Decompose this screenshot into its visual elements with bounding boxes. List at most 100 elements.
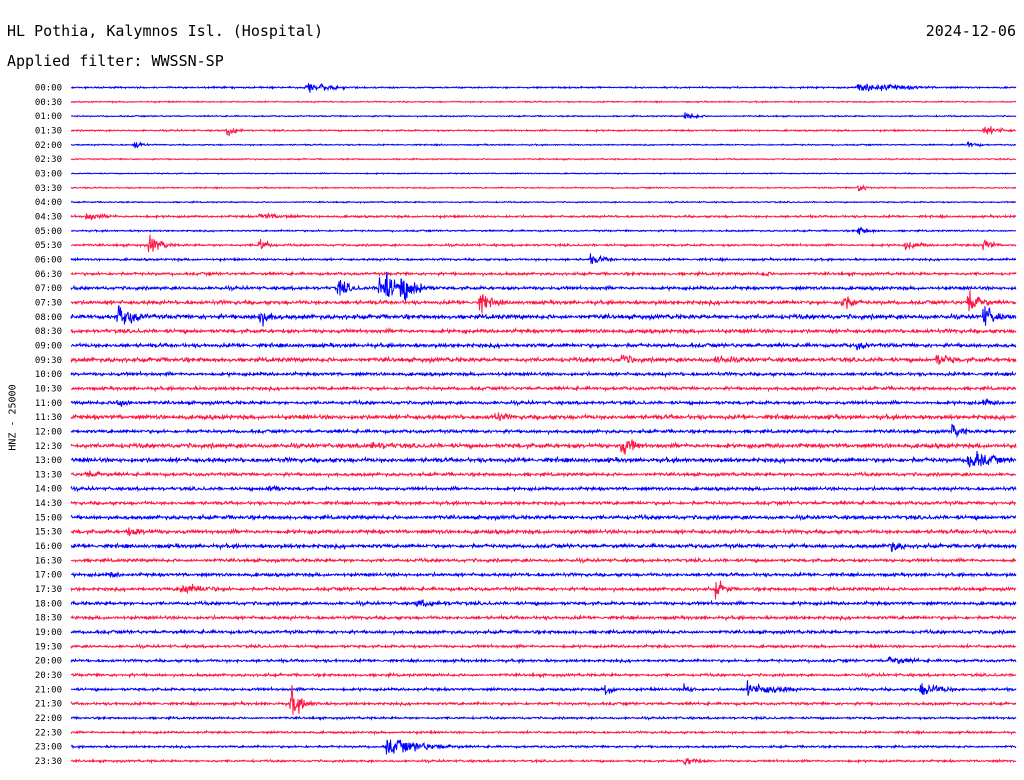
trace-row <box>70 200 1016 204</box>
row-time-label: 18:30 <box>35 614 62 624</box>
trace-row <box>70 423 1017 439</box>
row-time-label: 04:30 <box>35 212 62 222</box>
trace-row <box>70 270 1017 278</box>
trace-row <box>70 556 1017 565</box>
row-time-label: 15:30 <box>35 528 62 538</box>
trace-row <box>70 684 1017 715</box>
row-time-label: 02:30 <box>35 155 62 165</box>
row-time-label: 09:00 <box>35 341 62 351</box>
row-time-label: 05:30 <box>35 241 62 251</box>
trace-row <box>70 656 1017 665</box>
row-time-label: 10:00 <box>35 370 62 380</box>
trace-row <box>70 171 1017 176</box>
trace-row <box>70 112 1017 120</box>
row-time-label: 21:00 <box>35 685 62 695</box>
row-time-label: 16:00 <box>35 542 62 552</box>
row-time-label: 17:30 <box>35 585 62 595</box>
record-date: 2024-12-06 <box>925 22 1016 40</box>
trace-row <box>70 341 1017 351</box>
row-time-label: 05:00 <box>35 227 62 237</box>
row-time-label: 20:30 <box>35 671 62 681</box>
row-time-label: 17:00 <box>35 571 62 581</box>
trace-row <box>70 157 1017 162</box>
trace-row <box>70 680 1017 696</box>
trace-row <box>70 370 1017 379</box>
trace-row <box>70 714 1017 722</box>
row-time-label: 23:30 <box>35 757 62 767</box>
trace-row <box>70 642 1017 650</box>
row-time-label: 16:30 <box>35 556 62 566</box>
trace-row <box>70 140 1017 149</box>
trace-row <box>70 398 1017 407</box>
row-time-label: 21:30 <box>35 700 62 710</box>
row-time-label: 03:30 <box>35 184 62 194</box>
row-time-label: 13:30 <box>35 470 62 480</box>
row-time-label: 11:30 <box>35 413 62 423</box>
trace-row <box>70 184 1017 192</box>
trace-row <box>70 226 1017 235</box>
row-time-label: 10:30 <box>35 384 62 394</box>
row-time-label: 19:30 <box>35 642 62 652</box>
trace-row <box>71 234 1017 253</box>
row-time-label: 07:00 <box>35 284 62 294</box>
row-time-label: 22:30 <box>35 728 62 738</box>
row-time-label: 02:00 <box>35 141 62 151</box>
trace-row <box>70 354 1017 365</box>
row-time-label: 15:00 <box>35 513 62 523</box>
row-time-label: 13:00 <box>35 456 62 466</box>
trace-row <box>70 99 1017 104</box>
row-time-label: 14:00 <box>35 485 62 495</box>
trace-row <box>70 729 1017 736</box>
row-time-label: 06:00 <box>35 255 62 265</box>
row-time-label: 11:00 <box>35 399 62 409</box>
row-time-label: 09:30 <box>35 356 62 366</box>
trace-row <box>70 628 1017 637</box>
trace-row <box>70 484 1017 493</box>
trace-row <box>70 271 1017 303</box>
row-time-label: 20:00 <box>35 657 62 667</box>
trace-row <box>70 570 1017 579</box>
row-time-label: 08:00 <box>35 313 62 323</box>
row-time-label: 12:00 <box>35 427 62 437</box>
trace-row <box>70 126 1017 137</box>
row-time-label: 07:30 <box>35 298 62 308</box>
trace-row <box>70 513 1017 522</box>
trace-row <box>70 289 1017 314</box>
row-time-label: 00:30 <box>35 98 62 108</box>
trace-row <box>70 439 1017 455</box>
trace-row <box>70 599 1017 608</box>
trace-row <box>71 384 1017 393</box>
trace-row <box>70 757 1017 766</box>
trace-row <box>70 499 1017 507</box>
filter-label: Applied filter: WWSSN-SP <box>7 52 224 70</box>
trace-row <box>70 305 1017 327</box>
row-time-label: 18:00 <box>35 599 62 609</box>
trace-row <box>70 253 1017 264</box>
row-time-label: 23:00 <box>35 743 62 753</box>
station-title: HL Pothia, Kalymnos Isl. (Hospital) <box>7 22 324 40</box>
row-time-label: 00:00 <box>35 84 62 94</box>
row-time-label: 19:00 <box>35 628 62 638</box>
row-time-label: 01:00 <box>35 112 62 122</box>
trace-row <box>70 580 1017 600</box>
trace-row <box>70 739 1017 755</box>
trace-row <box>70 613 1017 622</box>
trace-row <box>70 412 1017 422</box>
row-time-label: 08:30 <box>35 327 62 337</box>
trace-row <box>70 541 1017 553</box>
trace-row <box>70 83 1017 93</box>
trace-row <box>70 470 1017 479</box>
trace-row <box>70 527 1017 537</box>
row-time-label: 04:00 <box>35 198 62 208</box>
row-time-label: 14:30 <box>35 499 62 509</box>
trace-row <box>70 671 1017 679</box>
row-time-label: 22:00 <box>35 714 62 724</box>
trace-row <box>70 212 1016 221</box>
row-time-label: 03:00 <box>35 169 62 179</box>
row-time-label: 06:30 <box>35 270 62 280</box>
row-time-label: 01:30 <box>35 126 62 136</box>
trace-row <box>70 326 1017 335</box>
row-time-label: 12:30 <box>35 442 62 452</box>
trace-row <box>70 450 1017 468</box>
